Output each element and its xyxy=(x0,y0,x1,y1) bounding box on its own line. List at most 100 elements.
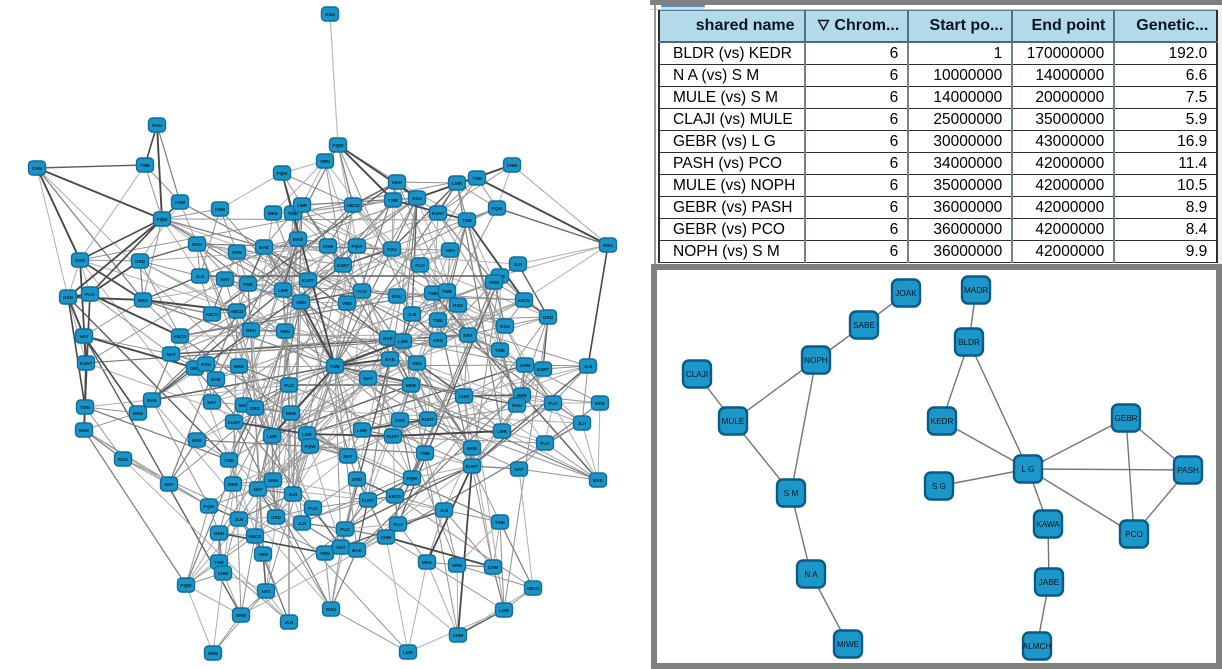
svg-text:MKE: MKE xyxy=(595,401,605,406)
svg-text:TWE: TWE xyxy=(140,163,150,168)
svg-text:ALMCH: ALMCH xyxy=(1023,642,1052,651)
svg-text:RSU: RSU xyxy=(500,324,510,329)
svg-text:S M: S M xyxy=(784,489,799,498)
svg-text:TWE: TWE xyxy=(442,289,452,294)
svg-text:KURT: KURT xyxy=(387,434,400,439)
svg-text:RSU: RSU xyxy=(325,12,335,17)
svg-text:CHM: CHM xyxy=(381,535,392,540)
svg-text:KURT: KURT xyxy=(432,211,445,216)
svg-text:GRD: GRD xyxy=(135,259,146,264)
svg-text:LMR: LMR xyxy=(499,608,510,613)
svg-text:MKE: MKE xyxy=(228,482,238,487)
svg-text:GRD: GRD xyxy=(246,328,257,333)
svg-text:SABE: SABE xyxy=(853,321,875,330)
svg-text:BAE: BAE xyxy=(147,398,157,403)
svg-text:SRM: SRM xyxy=(268,478,278,483)
svg-text:CHM: CHM xyxy=(488,565,499,570)
svg-text:KURT: KURT xyxy=(302,278,315,283)
svg-text:BAE: BAE xyxy=(383,336,393,341)
svg-text:TWE: TWE xyxy=(80,405,90,410)
svg-text:TWE: TWE xyxy=(472,176,482,181)
svg-text:GRD: GRD xyxy=(352,477,363,482)
svg-text:TWE: TWE xyxy=(330,364,340,369)
svg-text:JLN: JLN xyxy=(298,521,307,526)
svg-text:KURT: KURT xyxy=(228,420,241,425)
svg-text:LMR: LMR xyxy=(403,650,414,655)
svg-text:S G: S G xyxy=(932,482,946,491)
svg-text:TWE: TWE xyxy=(495,520,505,525)
svg-text:NAT: NAT xyxy=(514,467,523,472)
svg-text:KURT: KURT xyxy=(466,464,479,469)
svg-text:PQW: PQW xyxy=(181,583,193,588)
svg-text:RSU: RSU xyxy=(326,607,336,612)
svg-text:PLO: PLO xyxy=(415,263,425,268)
svg-text:RSU: RSU xyxy=(201,362,211,367)
svg-text:TWE: TWE xyxy=(420,451,430,456)
svg-text:BAE: BAE xyxy=(259,245,269,250)
svg-text:CHM: CHM xyxy=(520,363,531,368)
svg-text:GEBR: GEBR xyxy=(1114,414,1137,423)
svg-text:MKE: MKE xyxy=(234,364,244,369)
svg-text:ABCD: ABCD xyxy=(388,494,402,499)
svg-text:NAT: NAT xyxy=(164,482,173,487)
svg-text:TWE: TWE xyxy=(495,348,505,353)
svg-text:MKE: MKE xyxy=(392,180,402,185)
svg-text:NAT: NAT xyxy=(166,352,175,357)
svg-text:PLO: PLO xyxy=(284,383,294,388)
svg-text:TWE: TWE xyxy=(243,282,253,287)
svg-text:MKE: MKE xyxy=(268,211,278,216)
svg-text:GRD: GRD xyxy=(395,418,406,423)
svg-text:RSU: RSU xyxy=(387,247,397,252)
svg-text:RSU: RSU xyxy=(118,457,128,462)
svg-text:NAT: NAT xyxy=(79,334,88,339)
svg-text:NAT: NAT xyxy=(220,277,229,282)
svg-text:PQW: PQW xyxy=(204,504,216,509)
svg-text:MKE: MKE xyxy=(517,393,527,398)
svg-text:CHM: CHM xyxy=(453,633,464,638)
svg-text:VBN: VBN xyxy=(320,551,330,556)
svg-text:PLO: PLO xyxy=(308,506,318,511)
svg-text:KAWA: KAWA xyxy=(1036,520,1060,529)
svg-text:VBN: VBN xyxy=(342,301,352,306)
svg-text:JLN: JLN xyxy=(514,262,523,267)
svg-text:L G: L G xyxy=(1022,465,1035,474)
svg-text:PCO: PCO xyxy=(1125,530,1143,539)
svg-text:BLDR: BLDR xyxy=(958,338,980,347)
svg-text:PQW: PQW xyxy=(407,476,419,481)
svg-text:PLO: PLO xyxy=(340,527,350,532)
svg-text:GRD: GRD xyxy=(271,515,282,520)
svg-text:TWE: TWE xyxy=(214,560,224,565)
svg-text:PLO: PLO xyxy=(548,401,558,406)
svg-text:JOAK: JOAK xyxy=(895,289,917,298)
svg-text:N A: N A xyxy=(804,570,818,579)
svg-text:JLN: JLN xyxy=(235,517,244,522)
svg-text:JLN: JLN xyxy=(285,620,294,625)
svg-text:TWE: TWE xyxy=(462,218,472,223)
svg-text:VBN: VBN xyxy=(320,159,330,164)
svg-text:PQW: PQW xyxy=(157,217,169,222)
svg-text:CHM: CHM xyxy=(459,394,470,399)
svg-text:JLN: JLN xyxy=(196,274,205,279)
svg-text:ABCD: ABCD xyxy=(517,298,531,303)
svg-text:PQW: PQW xyxy=(333,143,345,148)
svg-text:LMR: LMR xyxy=(398,339,409,344)
svg-text:CHM: CHM xyxy=(218,571,229,576)
svg-text:MKE: MKE xyxy=(467,446,477,451)
svg-text:SRM: SRM xyxy=(236,613,246,618)
svg-text:PQW: PQW xyxy=(305,444,317,449)
svg-text:MKE: MKE xyxy=(293,237,303,242)
svg-text:PLO: PLO xyxy=(85,292,95,297)
svg-text:KURT: KURT xyxy=(537,367,550,372)
svg-text:NOPH: NOPH xyxy=(804,356,828,365)
svg-text:VBN: VBN xyxy=(445,248,455,253)
svg-text:NAT: NAT xyxy=(336,545,345,550)
svg-text:KEDR: KEDR xyxy=(931,417,954,426)
svg-text:LMR: LMR xyxy=(357,428,368,433)
svg-text:MULE: MULE xyxy=(722,417,745,426)
svg-text:GRD: GRD xyxy=(250,406,261,411)
svg-text:BAE: BAE xyxy=(593,478,603,483)
svg-text:PLO: PLO xyxy=(540,441,550,446)
svg-text:TWE: TWE xyxy=(388,198,398,203)
svg-text:GRD: GRD xyxy=(63,295,74,300)
svg-text:VBN: VBN xyxy=(258,552,268,557)
